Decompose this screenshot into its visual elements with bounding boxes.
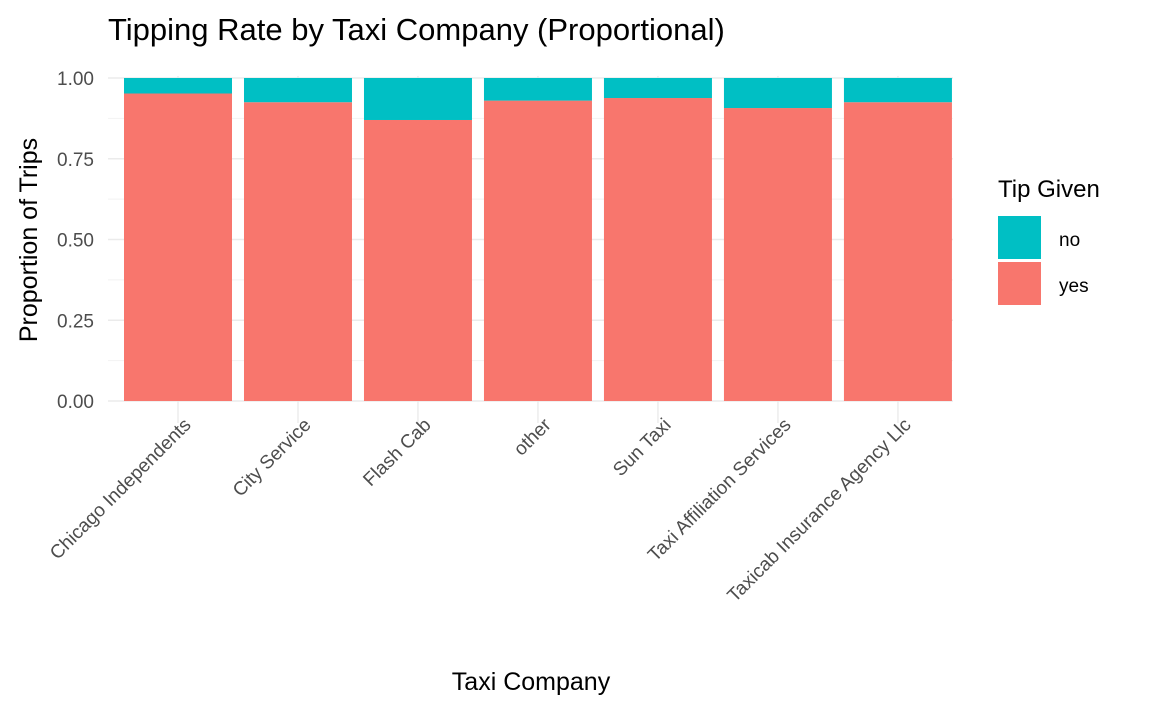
bar-segment-yes [723, 108, 832, 401]
bar-segment-no [363, 78, 472, 120]
chart-title: Tipping Rate by Taxi Company (Proportion… [108, 12, 725, 47]
bar-segment-yes [243, 102, 352, 401]
y-tick-label: 0.00 [57, 392, 94, 413]
bar-segment-yes [363, 119, 472, 402]
bar-segment-no [243, 78, 352, 103]
bar-segment-no [603, 78, 712, 99]
bar-segment-no [723, 78, 832, 109]
y-tick-label: 0.25 [57, 311, 94, 332]
x-tick-label: Flash Cab [359, 415, 435, 491]
bar-segment-no [124, 78, 232, 94]
x-axis-title: Taxi Company [452, 668, 611, 696]
y-tick-label: 1.00 [57, 69, 94, 90]
bars [124, 78, 952, 402]
legend-key-no [998, 216, 1041, 259]
bar-segment-no [483, 78, 592, 101]
legend-label: no [1059, 230, 1080, 251]
legend-title: Tip Given [998, 176, 1100, 203]
legend-items: no yes [998, 216, 1089, 305]
x-tick-label: City Service [229, 415, 316, 502]
x-tick-label: Sun Taxi [609, 415, 675, 481]
legend-label: yes [1059, 276, 1089, 297]
legend: Tip Given no yes [998, 176, 1100, 305]
bar-segment-yes [843, 102, 952, 401]
y-axis-title: Proportion of Trips [15, 138, 43, 342]
bar-segment-no [843, 78, 952, 103]
legend-key-yes [998, 262, 1041, 305]
bar-segment-yes [483, 100, 592, 402]
x-tick-label: other [510, 414, 556, 460]
y-tick-label: 0.75 [57, 150, 94, 171]
x-tick-label: Chicago Independents [46, 415, 195, 564]
y-tick-label: 0.50 [57, 231, 94, 252]
bar-segment-yes [124, 93, 232, 401]
bar-segment-yes [603, 98, 712, 401]
